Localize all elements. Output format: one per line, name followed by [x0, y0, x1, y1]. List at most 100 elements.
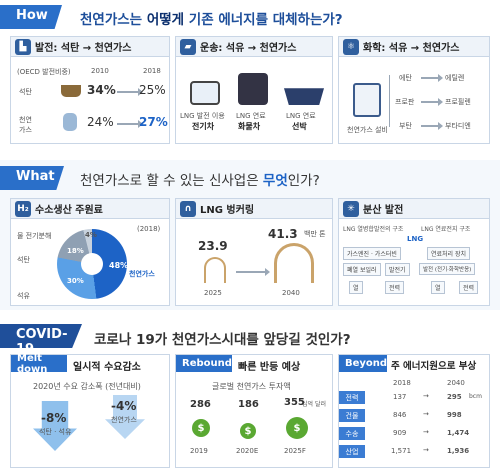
- feedstock-label: 부탄: [399, 122, 412, 130]
- bunkering-header: LNG 벙커링: [200, 205, 255, 216]
- power-unit: (OECD 발전비중): [17, 68, 71, 76]
- year-2010: 2010: [91, 67, 109, 75]
- truck-icon: ▰: [180, 38, 196, 55]
- what-section: What 천연가스로 할 수 있는 신사업은 무엇인가? H₂ 수소생산 주원료 …: [0, 160, 500, 310]
- coal-label: 석탄: [17, 256, 30, 264]
- covid-tag: COVID-19: [0, 324, 82, 348]
- coal-oil-label: 석탄 · 석유: [39, 428, 72, 436]
- sector-industry: 산업: [339, 445, 365, 458]
- year-2018: 2018: [393, 379, 411, 387]
- molecule-icon: ⚛: [343, 38, 359, 55]
- oil-label: 석유: [17, 292, 30, 300]
- rebound-panel: Rebound 빠른 반등 예상 글로벌 천연가스 투자액 십억 달러 286 …: [175, 354, 333, 468]
- cargo-truck-icon: [238, 73, 268, 105]
- gas-drop: -4%: [111, 399, 137, 413]
- year-2040: 2040: [282, 289, 300, 297]
- beyond-header: 주 에너지원으로 부상: [391, 361, 477, 372]
- power-box: 전력: [459, 281, 479, 294]
- small-tank-icon: [204, 257, 226, 283]
- invest-2020: 186: [238, 399, 259, 410]
- rebound-header: 빠른 반등 예상: [238, 362, 301, 373]
- gas-pct: 48%: [109, 261, 129, 270]
- how-title: 천연가스는 어떻게 기존 에너지를 대체하는가?: [80, 12, 343, 28]
- gas-label: 천연 가스: [19, 116, 32, 134]
- meltdown-panel: Melt down 일시적 수요감소 2020년 수요 감소폭 (전년대비) -…: [10, 353, 170, 468]
- product-label: 프로필렌: [445, 98, 471, 106]
- year-2025f: 2025F: [284, 447, 306, 455]
- hydrogen-year: (2018): [137, 225, 161, 233]
- value-2040: 998: [447, 411, 462, 419]
- meltdown-label: Melt down: [11, 353, 67, 375]
- gas-label: 천연가스: [129, 270, 155, 278]
- invest-2025: 355: [284, 397, 305, 408]
- bunker-2040-value: 41.3: [268, 227, 298, 241]
- what-tag: What: [0, 166, 64, 190]
- how-tag: How: [0, 5, 62, 29]
- feedstock-label: 프로판: [395, 98, 415, 106]
- plant-icon: [353, 83, 381, 117]
- arrow-icon: [117, 120, 143, 128]
- coal-2018-value: 25%: [139, 83, 166, 97]
- ship-icon: [284, 88, 324, 105]
- product-label: 부타디엔: [445, 122, 471, 130]
- reformer-box: 연료처리 장치: [427, 247, 471, 260]
- value-2040: 1,936: [447, 447, 470, 455]
- transport-panel: ▰ 운송: 석유 → 천연가스 LNG 발전 이용 전기차 LNG 연료 화물차 …: [175, 36, 333, 144]
- chp-title: LNG 열병합발전의 구조: [343, 226, 404, 233]
- electric-car-icon: [190, 81, 220, 105]
- gas-2018-value: 27%: [139, 115, 168, 129]
- coal-cart-icon: [61, 85, 81, 97]
- year-2018: 2018: [143, 67, 161, 75]
- coal-pct: 18%: [67, 247, 84, 255]
- transport-caption: LNG 연료: [236, 112, 266, 120]
- value-2018: 137: [393, 393, 407, 401]
- rebound-sub: 글로벌 천연가스 투자액: [212, 382, 291, 391]
- chem-header: 화학: 석유 → 천연가스: [363, 43, 460, 54]
- heat-box: 열: [431, 281, 445, 294]
- rebound-unit: 십억 달러: [302, 401, 326, 408]
- coal-label: 석탄: [19, 88, 32, 96]
- gas-tank-icon: [63, 113, 77, 131]
- year-2025: 2025: [204, 289, 222, 297]
- network-icon: ✳: [343, 200, 359, 217]
- sector-building: 건물: [339, 409, 365, 422]
- meltdown-sub: 2020년 수요 감소폭 (전년대비): [33, 382, 141, 391]
- money-bag-icon: $: [240, 423, 256, 439]
- value-2018: 846: [393, 411, 407, 419]
- distributed-header: 분산 발전: [363, 205, 404, 216]
- hydrogen-panel: H₂ 수소생산 주원료 (2018) 물 전기분해 석탄 석유 4% 18% 30…: [10, 198, 170, 306]
- facility-label: 천연가스 설비: [347, 126, 388, 134]
- lng-label: LNG: [407, 235, 424, 243]
- sector-power: 전력: [339, 391, 365, 404]
- heat-box: 열: [349, 281, 363, 294]
- chem-panel: ⚛ 화학: 석유 → 천연가스 천연가스 설비 에탄 에틸렌 프로판 프로필렌 부…: [338, 36, 490, 144]
- year-2020e: 2020E: [236, 447, 259, 455]
- gas-drop-label: 천연가스: [111, 416, 137, 424]
- power-panel: ▙ 발전: 석탄 → 천연가스 (OECD 발전비중) 2010 2018 석탄 …: [10, 36, 170, 144]
- feedstock-label: 에탄: [399, 74, 412, 82]
- coal-2010-value: 34%: [87, 83, 116, 97]
- arrow-icon: [236, 268, 270, 276]
- rebound-label: Rebound: [176, 355, 232, 372]
- meltdown-header: 일시적 수요감소: [73, 362, 141, 373]
- transport-header: 운송: 석유 → 천연가스: [200, 43, 297, 54]
- large-tank-icon: [274, 243, 314, 283]
- arrow-icon: [117, 88, 143, 96]
- bunkering-panel: ∩ LNG 벙커링 23.9 41.3 백만 톤 2025 2040: [175, 198, 333, 306]
- money-bag-icon: $: [286, 417, 308, 439]
- year-2019: 2019: [190, 447, 208, 455]
- covid-title: 코로나 19가 천연가스시대를 앞당길 것인가?: [94, 332, 351, 348]
- value-2018: 909: [393, 429, 407, 437]
- bunker-2025-value: 23.9: [198, 239, 228, 253]
- hydrogen-donut: [57, 229, 127, 299]
- how-section: How 천연가스는 어떻게 기존 에너지를 대체하는가? ▙ 발전: 석탄 → 천…: [0, 0, 500, 150]
- distributed-panel: ✳ 분산 발전 LNG 열병합발전의 구조 LNG 연료전지 구조 LNG 가스엔…: [338, 198, 490, 306]
- coal-oil-drop: -8%: [41, 411, 67, 425]
- transport-caption: LNG 연료: [286, 112, 316, 120]
- fuelcell-box: 발전 (전기·화학반응): [419, 263, 476, 275]
- oil-pct: 30%: [67, 277, 84, 285]
- year-2040: 2040: [447, 379, 465, 387]
- pipe-icon: ∩: [180, 200, 196, 217]
- arrow-icon: [421, 74, 443, 82]
- covid-section: COVID-19 코로나 19가 천연가스시대를 앞당길 것인가? Melt d…: [0, 320, 500, 473]
